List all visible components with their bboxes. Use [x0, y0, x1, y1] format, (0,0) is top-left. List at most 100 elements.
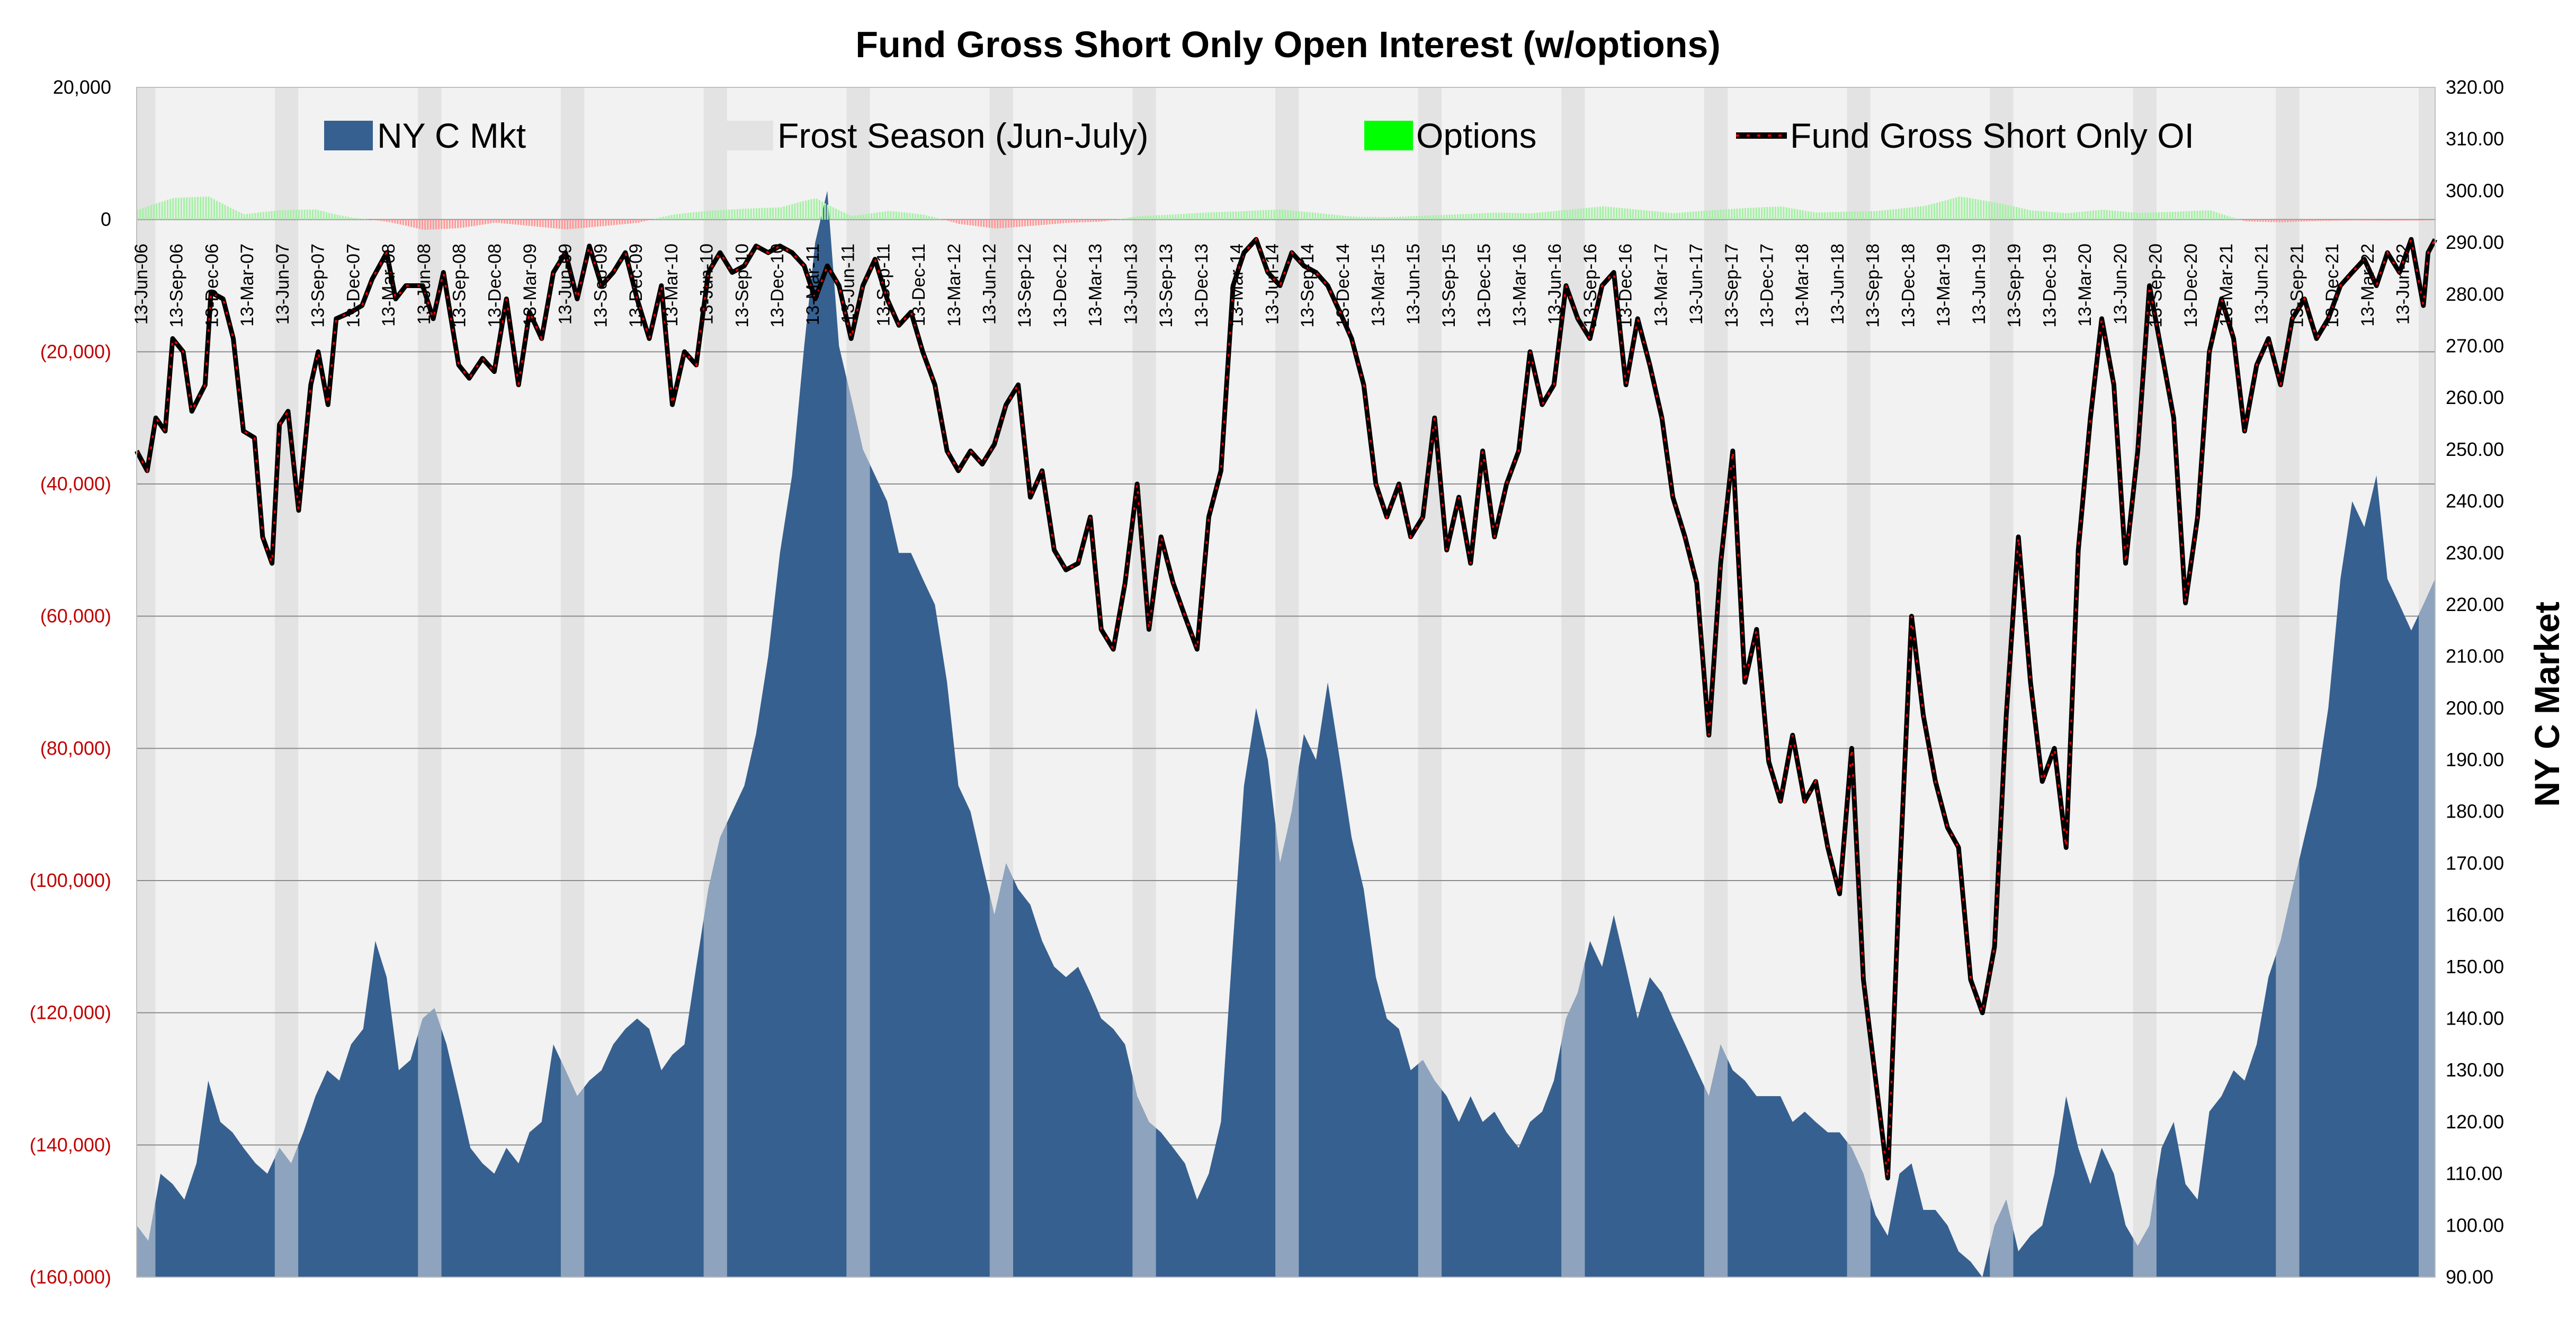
options-bar: [553, 219, 555, 228]
options-bar: [1692, 211, 1694, 220]
options-bar: [2284, 219, 2286, 222]
options-bar: [890, 211, 892, 220]
options-bar: [906, 212, 908, 220]
options-bar: [402, 219, 404, 226]
x-tick-label: 13-Dec-17: [1757, 244, 1777, 328]
options-bar: [1547, 211, 1549, 220]
options-bar: [605, 219, 607, 226]
options-bar: [268, 211, 270, 220]
ny-c-mkt-area-frost-9: [1418, 1060, 1442, 1277]
x-tick-label: 13-Dec-20: [2181, 244, 2201, 328]
options-bar: [441, 219, 443, 229]
options-bar: [1624, 208, 1626, 220]
options-bar: [1235, 211, 1237, 220]
options-bar: [2152, 212, 2154, 220]
options-bar: [758, 208, 761, 220]
options-bar: [577, 219, 579, 229]
options-bar: [1026, 219, 1029, 227]
right-tick-label: 120.00: [2446, 1111, 2504, 1133]
x-tick-label: 13-Dec-08: [485, 244, 505, 328]
options-bar: [569, 219, 571, 229]
options-bar: [2065, 213, 2067, 220]
options-bar: [2229, 217, 2231, 220]
options-bar: [2117, 211, 2119, 220]
options-bar: [640, 219, 642, 222]
options-bar: [2045, 211, 2047, 220]
options-bar: [999, 219, 1001, 228]
options-bar: [860, 214, 862, 220]
options-bar: [1506, 212, 1508, 220]
options-bar: [1479, 213, 1481, 220]
options-bar: [2007, 205, 2009, 220]
options-bar: [189, 197, 191, 220]
x-tick-label: 13-Jun-12: [980, 244, 1000, 325]
options-bar: [629, 219, 632, 224]
options-bar: [282, 210, 284, 220]
options-bar: [717, 210, 719, 220]
options-bar: [947, 219, 950, 221]
options-bar: [2385, 219, 2387, 221]
options-bar: [2341, 219, 2344, 221]
options-bar: [1205, 212, 1207, 220]
options-bar: [1939, 202, 1941, 220]
options-bar: [1024, 219, 1026, 227]
options-bar: [1147, 216, 1149, 220]
x-tick-label: 13-Dec-09: [626, 244, 646, 328]
options-bar: [1594, 207, 1596, 220]
left-tick-label: (60,000): [40, 605, 111, 627]
options-bar: [202, 196, 204, 220]
options-bar: [750, 208, 752, 220]
options-bar: [1032, 219, 1034, 226]
options-bar: [1460, 214, 1462, 220]
options-bar: [638, 219, 640, 223]
options-bar: [1531, 213, 1533, 220]
options-bar: [2188, 211, 2190, 220]
options-bar: [600, 219, 602, 227]
options-bar: [328, 212, 330, 220]
right-tick-label: 160.00: [2446, 904, 2504, 926]
legend-label-fund-gross-short: Fund Gross Short Only OI: [1790, 116, 2194, 155]
options-bar: [635, 219, 637, 223]
options-bar: [254, 213, 256, 220]
options-bar: [958, 219, 960, 224]
options-bar: [2234, 218, 2237, 220]
options-bar: [2344, 219, 2346, 221]
options-bar: [1711, 210, 1714, 220]
options-bar: [1084, 219, 1086, 222]
options-bar: [2150, 212, 2152, 220]
options-bar: [1495, 212, 1497, 220]
x-tick-label: 13-Jun-17: [1686, 244, 1706, 325]
options-bar: [783, 206, 785, 220]
x-tick-label: 13-Mar-18: [1792, 244, 1812, 327]
options-bar: [1895, 209, 1897, 220]
options-bar: [621, 219, 623, 225]
options-bar: [1958, 196, 1960, 220]
x-tick-label: 13-Mar-14: [1227, 244, 1247, 327]
options-bar: [2267, 219, 2269, 222]
options-bar: [1977, 199, 1979, 220]
options-bar: [1638, 210, 1640, 220]
options-bar: [1144, 216, 1147, 220]
options-bar: [2089, 211, 2091, 220]
options-bar: [481, 219, 484, 225]
options-bar: [1890, 209, 1892, 220]
x-tick-label: 13-Jun-11: [838, 244, 858, 324]
options-bar: [709, 210, 711, 220]
options-bar: [722, 210, 724, 220]
options-bar: [405, 219, 407, 226]
options-bar: [1259, 210, 1262, 220]
options-bar: [2325, 219, 2327, 221]
options-bar: [2221, 214, 2223, 220]
options-bar: [1961, 196, 1963, 220]
options-bar: [1314, 212, 1317, 220]
options-bar: [1523, 213, 1525, 220]
options-bar: [914, 213, 916, 220]
options-bar: [2024, 209, 2026, 220]
options-bar: [1577, 209, 1579, 220]
frost-band-12: [1847, 87, 1871, 1277]
x-tick-label: 13-Jun-22: [2393, 244, 2413, 325]
options-bar: [1933, 203, 1935, 220]
options-bar: [2358, 219, 2360, 221]
options-bar: [2251, 219, 2253, 222]
options-bar: [1766, 207, 1768, 220]
